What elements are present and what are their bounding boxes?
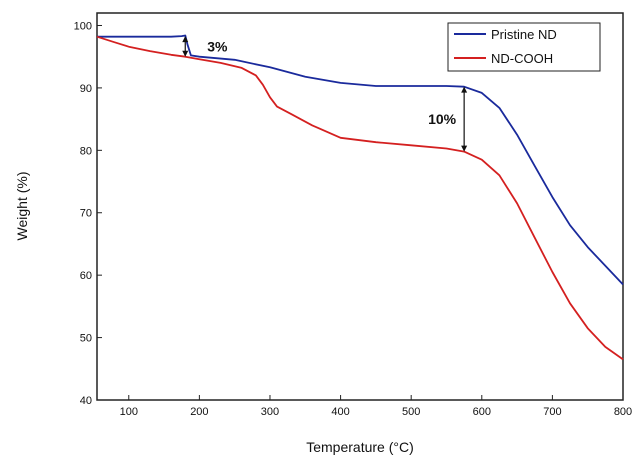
- x-tick-label: 700: [543, 406, 561, 418]
- arrow-head-up: [182, 36, 189, 43]
- y-tick-label: 80: [80, 145, 92, 157]
- x-tick-label: 400: [331, 406, 349, 418]
- arrow-head-down: [182, 50, 189, 57]
- annotation-label: 10%: [428, 111, 457, 127]
- x-axis-title: Temperature (°C): [306, 439, 414, 455]
- annotation-layer: 3% 10%: [182, 36, 468, 152]
- annotation-label: 3%: [207, 38, 228, 54]
- x-axis-ticks: 100 200 300 400 500 600 700 800: [120, 395, 632, 418]
- x-tick-label: 100: [120, 406, 138, 418]
- legend-label-nd-cooh: ND-COOH: [491, 51, 553, 66]
- series-line-pristine-nd: [97, 34, 624, 286]
- x-tick-label: 800: [614, 406, 632, 418]
- x-tick-label: 500: [402, 406, 420, 418]
- y-tick-label: 60: [80, 270, 92, 282]
- series-layer: [96, 34, 624, 361]
- series-line-nd-cooh: [96, 35, 624, 361]
- legend-box: [447, 22, 601, 72]
- arrow-head-up: [461, 86, 468, 93]
- y-axis-ticks: 40 50 60 70 80 90 100: [74, 20, 102, 407]
- y-tick-label: 100: [74, 20, 92, 32]
- x-tick-label: 200: [190, 406, 208, 418]
- legend-label-pristine-nd: Pristine ND: [491, 27, 557, 42]
- y-tick-label: 40: [80, 395, 92, 407]
- x-tick-label: 600: [473, 406, 491, 418]
- x-tick-label: 300: [261, 406, 279, 418]
- y-axis-title: Weight (%): [14, 172, 30, 241]
- y-tick-label: 70: [80, 208, 92, 220]
- plot-frame: [96, 12, 624, 401]
- arrow-head-down: [461, 145, 468, 152]
- legend: Pristine ND ND-COOH: [447, 22, 601, 72]
- y-tick-label: 90: [80, 83, 92, 95]
- y-tick-label: 50: [80, 333, 92, 345]
